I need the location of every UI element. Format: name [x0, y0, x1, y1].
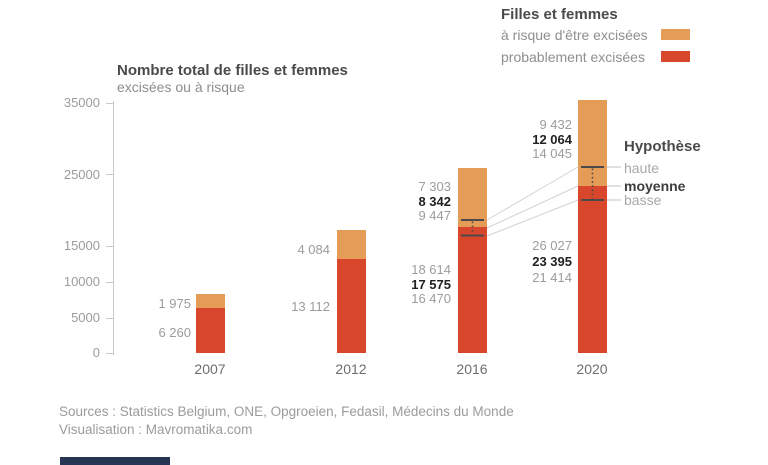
y-tick-label-5000: 5000 — [71, 310, 100, 325]
value-label-2020-excised-moyenne: 23 395 — [532, 254, 572, 269]
year-label-2012: 2012 — [335, 361, 367, 377]
value-label-2012-excised: 13 112 — [291, 299, 330, 314]
value-label-2020-at-risk-moyenne: 12 064 — [532, 132, 572, 147]
bar-2016-at-risk-segment — [458, 168, 487, 227]
connector-line-haute — [486, 166, 579, 221]
value-label-2007-excised: 6 260 — [158, 325, 191, 340]
visualisation-line: Visualisation : Mavromatika.com — [59, 422, 253, 437]
connector-line-moyenne — [486, 185, 579, 229]
hypothesis-label-moyenne: moyenne — [624, 178, 686, 194]
bar-2020-at-risk-segment — [578, 100, 607, 186]
hypothesis-label-basse: basse — [624, 192, 662, 208]
y-tick-label-15000: 15000 — [63, 238, 100, 253]
value-label-2016-at-risk-basse: 9 447 — [418, 208, 451, 223]
year-label-2007: 2007 — [194, 361, 226, 377]
y-tick-15000 — [106, 246, 113, 247]
value-label-2007-at-risk: 1 975 — [158, 296, 191, 311]
legend-swatch-at-risk — [661, 29, 690, 40]
y-tick-25000 — [106, 174, 113, 175]
value-label-2020-excised-haute: 26 027 — [532, 238, 572, 253]
value-label-2020-excised-basse: 21 414 — [532, 270, 572, 285]
legend-item-at-risk-label: à risque d'être excisées — [501, 27, 648, 43]
bar-2007-at-risk-segment — [196, 294, 225, 308]
value-label-2016-at-risk-moyenne: 8 342 — [418, 194, 451, 209]
bar-2007-excised-segment — [196, 308, 225, 353]
value-label-2020-at-risk-haute: 9 432 — [539, 117, 572, 132]
connector-line-basse — [486, 199, 579, 237]
hypothesis-label-haute: haute — [624, 160, 660, 176]
value-label-2016-excised-haute: 18 614 — [411, 262, 451, 277]
value-label-2012-at-risk: 4 084 — [297, 242, 330, 257]
y-tick-label-35000: 35000 — [63, 95, 100, 110]
bar-2016-excised-segment — [458, 227, 487, 353]
y-tick-35000 — [106, 103, 113, 104]
year-label-2020: 2020 — [576, 361, 608, 377]
chart-subtitle: excisées ou à risque — [117, 79, 245, 95]
value-label-2020-at-risk-basse: 14 045 — [532, 146, 572, 161]
y-tick-label-10000: 10000 — [63, 274, 100, 289]
legend-item-excised-label: probablement excisées — [501, 49, 645, 65]
hypothesis-title: Hypothèse — [624, 138, 701, 155]
legend-swatch-excised — [661, 51, 690, 62]
y-tick-label-25000: 25000 — [63, 167, 100, 182]
y-tick-5000 — [106, 318, 113, 319]
value-label-2016-at-risk-haute: 7 303 — [418, 179, 451, 194]
y-axis-line — [113, 101, 114, 355]
cropped-footer-bar — [60, 457, 170, 465]
year-label-2016: 2016 — [456, 361, 488, 377]
bar-2012-excised-segment — [337, 259, 366, 353]
y-tick-label-0: 0 — [92, 345, 100, 360]
y-tick-10000 — [106, 282, 113, 283]
legend-title: Filles et femmes — [501, 6, 618, 23]
value-label-2016-excised-basse: 16 470 — [411, 291, 451, 306]
bar-2012-at-risk-segment — [337, 230, 366, 259]
chart-title: Nombre total de filles et femmes — [117, 62, 348, 79]
sources-line: Sources : Statistics Belgium, ONE, Opgro… — [59, 404, 514, 419]
bar-2020-excised-segment — [578, 186, 607, 353]
value-label-2016-excised-moyenne: 17 575 — [411, 277, 451, 292]
y-tick-0 — [106, 353, 113, 354]
